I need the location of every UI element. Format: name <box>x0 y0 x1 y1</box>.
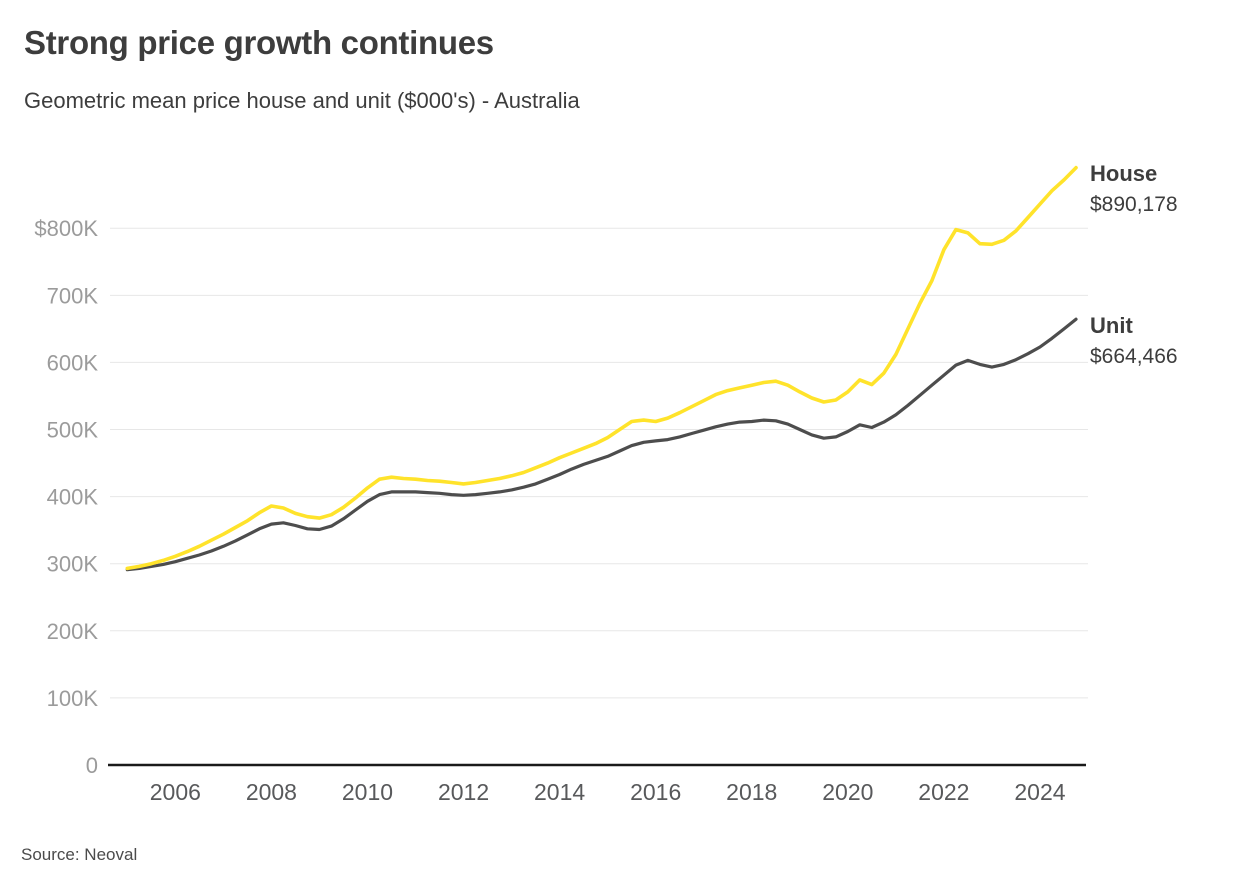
x-tick-label: 2014 <box>534 779 585 805</box>
x-tick-label: 2012 <box>438 779 489 805</box>
x-tick-label: 2024 <box>1014 779 1065 805</box>
x-tick-label: 2018 <box>726 779 777 805</box>
y-tick-label: 0 <box>86 753 98 778</box>
y-tick-label: 300K <box>47 552 99 577</box>
house-series-value: $890,178 <box>1090 192 1178 216</box>
house-series-endlabel: House $890,178 <box>1090 158 1235 220</box>
y-tick-label: 700K <box>47 283 99 308</box>
y-tick-label: 500K <box>47 418 99 443</box>
x-tick-label: 2020 <box>822 779 873 805</box>
chart-title: Strong price growth continues <box>24 24 494 61</box>
chart-subtitle: Geometric mean price house and unit ($00… <box>24 88 580 113</box>
x-tick-label: 2006 <box>150 779 201 805</box>
unit-series-endlabel: Unit $664,466 <box>1090 310 1235 372</box>
x-tick-label: 2010 <box>342 779 393 805</box>
x-tick-label: 2022 <box>918 779 969 805</box>
unit-line <box>125 317 1078 572</box>
house-series-name: House <box>1090 161 1158 186</box>
y-tick-label: 400K <box>47 485 99 510</box>
unit-series-name: Unit <box>1090 313 1133 338</box>
y-tick-label: $800K <box>34 216 98 241</box>
x-tick-label: 2016 <box>630 779 681 805</box>
y-tick-label: 600K <box>47 350 99 375</box>
y-tick-label: 100K <box>47 686 99 711</box>
y-tick-label: 200K <box>47 619 99 644</box>
source-note: Source: Neoval <box>21 845 138 864</box>
unit-series-value: $664,466 <box>1090 344 1178 368</box>
x-tick-label: 2008 <box>246 779 297 805</box>
house-line <box>125 165 1078 571</box>
